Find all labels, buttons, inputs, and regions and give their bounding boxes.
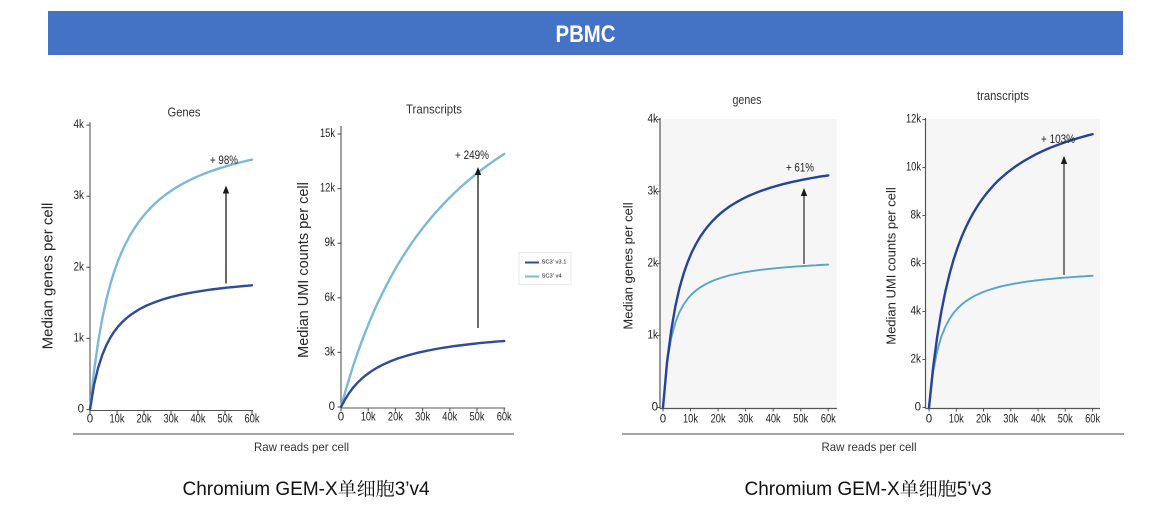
svg-text:10k: 10k [949,414,964,426]
svg-text:10k: 10k [110,414,125,426]
svg-text:+ 103%: + 103% [1041,134,1075,146]
svg-text:Transcripts: Transcripts [406,102,462,117]
svg-text:Raw reads per cell: Raw reads per cell [254,440,349,454]
svg-text:0: 0 [87,414,93,426]
svg-text:12k: 12k [320,183,335,195]
svg-text:3k: 3k [325,346,336,358]
svg-text:2k: 2k [648,258,659,270]
svg-text:0: 0 [329,401,335,413]
svg-text:4k: 4k [911,306,922,318]
svg-text:10k: 10k [683,414,698,426]
svg-text:60k: 60k [1085,414,1100,426]
svg-text:10k: 10k [361,412,376,424]
svg-text:+ 249%: + 249% [455,150,489,162]
svg-text:60k: 60k [821,414,836,426]
svg-text:50k: 50k [1058,414,1073,426]
svg-text:Median genes per cell: Median genes per cell [621,202,636,329]
svg-text:50k: 50k [793,414,808,426]
svg-text:SC3’ v3.1: SC3’ v3.1 [542,260,567,266]
svg-text:50k: 50k [470,412,485,424]
svg-text:50k: 50k [218,414,233,426]
svg-text:40k: 40k [766,414,781,426]
svg-text:6k: 6k [325,292,336,304]
svg-text:3k: 3k [648,186,659,198]
svg-text:Median UMI counts per cell: Median UMI counts per cell [884,187,899,345]
svg-text:40k: 40k [1031,414,1046,426]
svg-text:40k: 40k [442,412,457,424]
svg-text:0: 0 [915,402,921,414]
svg-text:30k: 30k [1003,414,1018,426]
svg-text:0: 0 [660,414,666,426]
svg-text:30k: 30k [415,412,430,424]
svg-text:9k: 9k [325,237,336,249]
svg-text:40k: 40k [191,414,206,426]
svg-text:Raw reads per cell: Raw reads per cell [822,440,917,454]
svg-text:2k: 2k [74,261,85,273]
svg-text:Genes: Genes [168,105,201,120]
svg-text:20k: 20k [711,414,726,426]
svg-text:SC3’ v4: SC3’ v4 [542,274,563,280]
svg-text:60k: 60k [245,414,260,426]
svg-text:0: 0 [338,412,344,424]
svg-text:1k: 1k [648,330,659,342]
svg-text:8k: 8k [911,210,922,222]
svg-text:Median UMI counts per cell: Median UMI counts per cell [296,182,312,358]
svg-text:3k: 3k [74,190,85,202]
svg-text:+ 61%: + 61% [786,163,814,175]
svg-text:4k: 4k [74,119,85,131]
svg-text:10k: 10k [906,162,921,174]
svg-text:30k: 30k [738,414,753,426]
svg-text:PBMC: PBMC [556,21,616,48]
svg-text:60k: 60k [497,412,512,424]
svg-text:20k: 20k [976,414,991,426]
svg-text:0: 0 [926,414,932,426]
svg-text:Median genes per cell: Median genes per cell [40,203,57,350]
svg-text:4k: 4k [648,114,659,126]
svg-text:Chromium GEM-X: Chromium GEM-X [183,479,339,500]
svg-text:20k: 20k [137,414,152,426]
svg-text:30k: 30k [164,414,179,426]
svg-text:+ 98%: + 98% [210,155,238,167]
svg-text:2k: 2k [911,354,922,366]
svg-text:6k: 6k [911,258,922,270]
svg-text:0: 0 [652,402,658,414]
svg-text:20k: 20k [388,412,403,424]
svg-text:genes: genes [733,93,762,107]
svg-text:transcripts: transcripts [977,89,1029,103]
svg-text:Chromium GEM-X: Chromium GEM-X [745,479,901,500]
svg-text:3’v4: 3’v4 [395,479,430,500]
svg-text:12k: 12k [906,114,921,126]
svg-text:5’v3: 5’v3 [957,479,992,500]
svg-text:1k: 1k [74,332,85,344]
svg-text:15k: 15k [320,128,335,140]
svg-text:0: 0 [78,404,84,416]
